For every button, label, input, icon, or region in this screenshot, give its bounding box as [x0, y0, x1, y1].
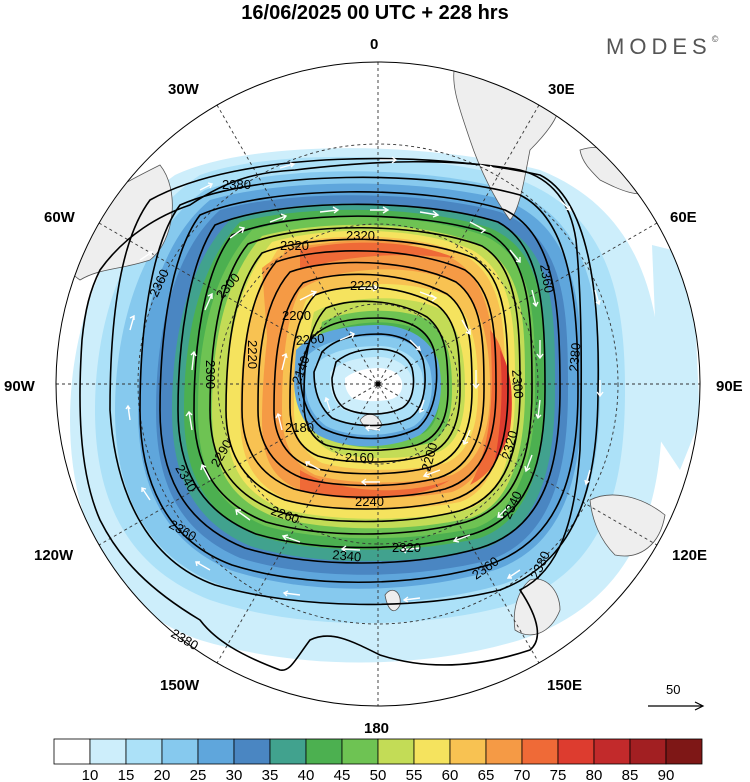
lon-label-30e: 30E	[548, 81, 575, 98]
colorbar-label: 65	[478, 767, 495, 782]
lon-label-90w: 90W	[4, 378, 36, 395]
lon-label-150e: 150E	[547, 677, 582, 694]
contour-label: 2220	[350, 278, 379, 293]
lon-label-60e: 60E	[670, 209, 697, 226]
contour-label: 2300	[203, 360, 218, 389]
colorbar-label: 75	[550, 767, 567, 782]
colorbar-swatch	[89, 738, 127, 765]
map-title: 16/06/2025 00 UTC + 228 hrs	[241, 2, 509, 24]
colorbar-swatch	[53, 738, 91, 765]
colorbar-swatch	[629, 738, 667, 765]
colorbar-swatch	[197, 738, 235, 765]
colorbar-label: 30	[226, 767, 243, 782]
colorbar-label: 45	[334, 767, 351, 782]
contour-label: 2320	[346, 228, 375, 243]
colorbar-label: 40	[298, 767, 315, 782]
contour-label: 2180	[285, 420, 314, 435]
colorbar-label: 80	[586, 767, 603, 782]
pole-marker	[375, 381, 381, 387]
contour-label: 2260	[295, 331, 325, 348]
colorbar-label: 50	[370, 767, 387, 782]
colorbar-swatch	[161, 738, 199, 765]
lon-label-120w: 120W	[34, 547, 74, 564]
colorbar-swatch	[521, 738, 559, 765]
colorbar-swatch	[341, 738, 379, 765]
reference-vector-arrowhead	[694, 701, 705, 711]
colorbar-label: 60	[442, 767, 459, 782]
contour-label: 2320	[280, 238, 309, 253]
lon-label-90e: 90E	[716, 378, 743, 395]
colorbar-label: 25	[190, 767, 207, 782]
reference-vector-label: 50	[666, 682, 680, 697]
map-boundary	[55, 61, 701, 707]
contour-label: 2380	[222, 177, 251, 192]
contour-label: 2320	[498, 429, 520, 461]
contour-label: 2340	[332, 547, 362, 564]
contour-label: 2240	[355, 494, 384, 509]
colorbar-swatch	[557, 738, 595, 765]
contour-label: 2220	[245, 340, 260, 369]
brand-logo: MODES©	[606, 34, 718, 60]
contour-label: 2160	[345, 450, 374, 465]
colorbar-swatch	[233, 738, 271, 765]
contour-label: 2380	[566, 342, 583, 372]
colorbar-label: 90	[658, 767, 675, 782]
lon-label-0: 0	[370, 36, 378, 53]
colorbar-label: 15	[118, 767, 135, 782]
longitude-labels: 0 30W 30E 60W 60E 90W 90E 120W 120E 150W…	[4, 36, 743, 737]
colorbar-swatch	[413, 738, 451, 765]
contour-label: 2360	[537, 263, 557, 294]
colorbar-swatch	[485, 738, 523, 765]
contour-label: 2200	[418, 441, 440, 473]
brand-mark: ©	[711, 34, 719, 44]
contour-label: 2320	[392, 540, 421, 555]
colorbar-label: 20	[154, 767, 171, 782]
lon-label-150w: 150W	[160, 677, 200, 694]
colorbar-label: 55	[406, 767, 423, 782]
reference-vector: 50	[648, 682, 705, 711]
colorbar-swatch	[305, 738, 343, 765]
colorbar-swatch	[665, 738, 703, 765]
colorbar-label: 35	[262, 767, 279, 782]
colorbar-swatch	[593, 738, 631, 765]
contour-label: 2300	[509, 369, 526, 399]
colorbar-swatch	[269, 738, 307, 765]
lon-label-30w: 30W	[168, 81, 200, 98]
landmasses	[59, 63, 666, 636]
colorbar-swatch	[449, 738, 487, 765]
contour-label: 2200	[282, 308, 311, 323]
height-contours	[79, 157, 600, 671]
lon-label-60w: 60W	[44, 209, 76, 226]
wind-vectors	[125, 156, 604, 603]
colorbar-label: 10	[82, 767, 99, 782]
colorbar-label: 70	[514, 767, 531, 782]
colorbar-swatch	[125, 738, 163, 765]
colorbar-swatch	[377, 738, 415, 765]
lon-label-180: 180	[364, 720, 389, 737]
lon-label-120e: 120E	[672, 547, 707, 564]
brand-name: MODES	[606, 34, 712, 59]
colorbar: 10 15 20 25 30 35 40 45 50 55 60 65 70 75 80 85 90	[53, 738, 703, 782]
colorbar-label: 85	[622, 767, 639, 782]
